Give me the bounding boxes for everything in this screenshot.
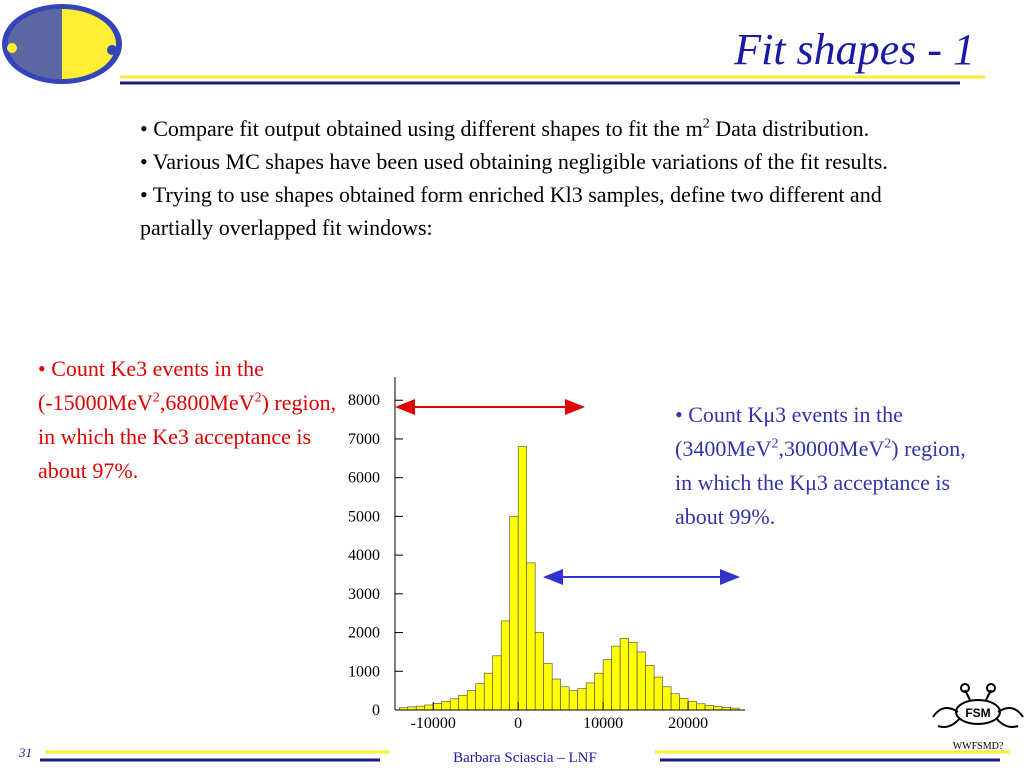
paragraph: • Trying to use shapes obtained form enr… (140, 178, 930, 244)
emblem-label: FSM (965, 706, 990, 720)
bar (424, 704, 434, 711)
x-tick-label: 0 (514, 715, 522, 732)
text-run: • Various MC shapes have been used obtai… (140, 149, 888, 174)
y-tick-label: 0 (372, 702, 380, 719)
superscript: 2 (152, 390, 160, 406)
emblem (932, 683, 1024, 728)
bar (670, 693, 680, 711)
superscript: 2 (254, 390, 262, 406)
bar (458, 694, 468, 711)
right-note: • Count Kμ3 events in the (3400MeV2,3000… (675, 398, 975, 534)
bar (662, 686, 672, 711)
body-text: • Compare fit output obtained using diff… (140, 112, 930, 244)
text-run: ) region, in which the Ke3 acceptance is… (38, 390, 337, 483)
bar (517, 446, 527, 711)
bar (704, 705, 714, 711)
y-tick-label: 5000 (348, 508, 380, 525)
superscript: 2 (771, 436, 779, 452)
left-note: • Count Ke3 events in the (-15000MeV2,68… (38, 352, 348, 488)
text-run: • Count Kμ3 events in the (3400MeV (675, 402, 903, 461)
text-run: ,6800MeV (159, 390, 255, 415)
slide-title: Fit shapes - 1 (733, 25, 975, 74)
text-run: Data distribution. (709, 116, 870, 141)
bar (628, 641, 638, 711)
bar (687, 701, 697, 711)
y-tick-label: 4000 (348, 547, 380, 564)
y-tick-label: 2000 (348, 625, 380, 642)
x-tick-label: -10000 (411, 715, 456, 732)
bar (602, 659, 612, 711)
page-number: 31 (18, 745, 32, 760)
bar (551, 678, 561, 711)
superscript: 2 (884, 436, 892, 452)
y-tick-label: 1000 (348, 663, 380, 680)
text-run: ) region, in which the Kμ3 acceptance is… (675, 436, 966, 529)
bar (636, 651, 646, 711)
bar (483, 672, 493, 711)
bar (568, 690, 578, 711)
x-tick-label: 20000 (668, 715, 708, 732)
bar (475, 683, 485, 711)
bar (713, 706, 723, 711)
bar (594, 672, 604, 711)
bar (645, 665, 655, 711)
bar (577, 688, 587, 711)
paragraph: • Various MC shapes have been used obtai… (140, 145, 930, 178)
text-run: • Compare fit output obtained using diff… (140, 116, 703, 141)
paragraph: • Count Kμ3 events in the (3400MeV2,3000… (675, 398, 975, 534)
histogram: 0 1000 2000 3000 4000 5000 6000 7000 8000 -10000 0… (348, 377, 745, 732)
text-run: ,30000MeV (778, 436, 885, 461)
text-run: • Trying to use shapes obtained form enr… (140, 182, 882, 240)
y-tick-label: 3000 (348, 586, 380, 603)
bar (492, 655, 502, 711)
y-tick-label: 8000 (348, 392, 380, 409)
bar (585, 682, 595, 711)
bar (449, 698, 460, 711)
bar (509, 516, 519, 711)
bar (679, 698, 689, 711)
bar (534, 632, 544, 711)
bar (526, 562, 536, 711)
bar (560, 686, 570, 711)
y-tick-label: 6000 (348, 470, 380, 487)
bar (466, 690, 477, 711)
paragraph: • Compare fit output obtained using diff… (140, 112, 930, 145)
bar (543, 663, 553, 711)
bar (500, 620, 510, 711)
bar (415, 705, 426, 711)
bar (441, 701, 451, 711)
badge: WWFSMD? (953, 741, 1004, 752)
logo (2, 4, 122, 84)
author: Barbara Sciascia – LNF (453, 750, 597, 766)
text-run: • Count Ke3 events in the (-15000MeV (38, 356, 264, 415)
bar (696, 703, 706, 711)
paragraph: • Count Ke3 events in the (-15000MeV2,68… (38, 352, 348, 488)
bar (653, 676, 663, 711)
superscript: 2 (702, 116, 710, 132)
x-tick-label: 10000 (583, 715, 623, 732)
bar (619, 638, 629, 711)
bar (611, 645, 621, 711)
y-tick-label: 7000 (348, 431, 380, 448)
bar (432, 703, 443, 711)
